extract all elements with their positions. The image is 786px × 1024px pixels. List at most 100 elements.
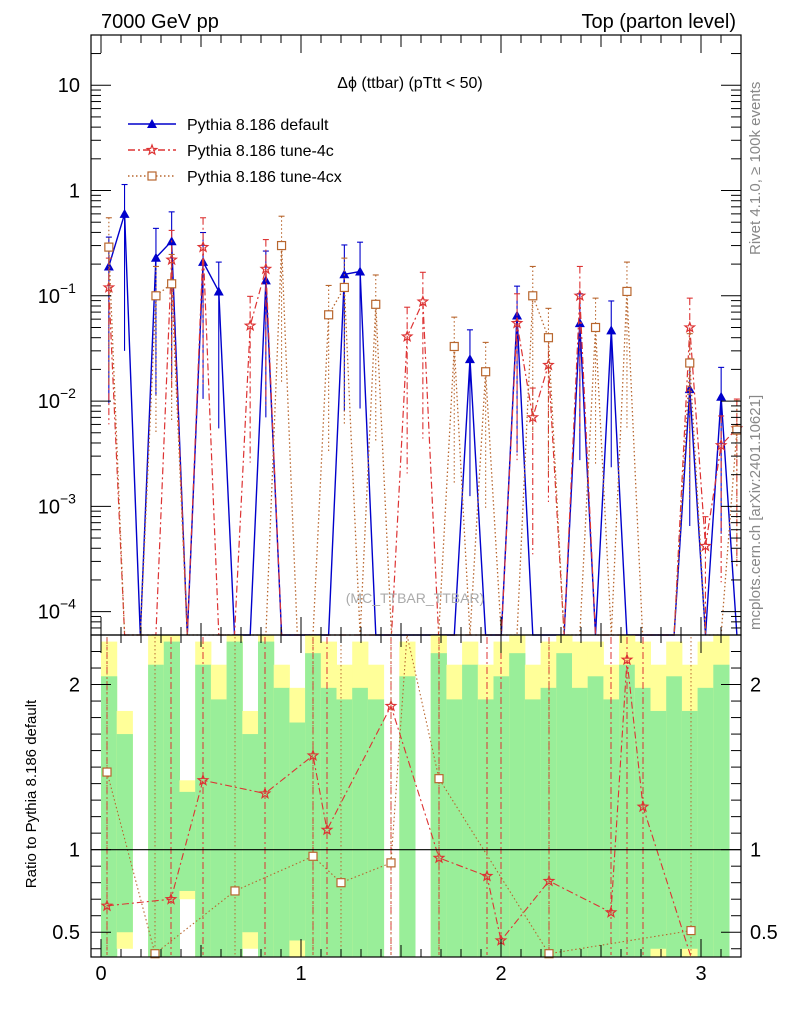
plot-title: Δϕ (ttbar) (pTtt < 50) xyxy=(337,75,482,92)
marker-star xyxy=(636,799,650,813)
marker-star xyxy=(573,289,587,302)
marker-square xyxy=(528,291,538,301)
ratio-tick-label-left: 1 xyxy=(69,840,80,862)
ratio-band-green xyxy=(509,653,526,957)
marker-star xyxy=(384,699,398,712)
ratio-band-green xyxy=(336,699,353,957)
marker-square xyxy=(339,282,349,293)
x-tick-label: 1 xyxy=(295,963,306,985)
ratio-band-green xyxy=(587,676,604,957)
y-tick-exponent: −1 xyxy=(60,280,76,296)
marker-square xyxy=(543,333,554,343)
marker-star xyxy=(604,905,618,918)
marker-square xyxy=(104,242,114,252)
marker-star xyxy=(683,320,697,333)
y-tick-exponent: −3 xyxy=(60,490,76,506)
marker-triangle xyxy=(147,119,157,128)
marker-square xyxy=(686,925,696,936)
marker-triangle xyxy=(213,286,224,296)
marker-star xyxy=(510,316,524,329)
marker-square xyxy=(544,949,554,959)
ratio-band-green xyxy=(556,653,573,957)
ratio-band-green xyxy=(320,687,337,957)
marker-star xyxy=(145,143,159,156)
legend-entry: Pythia 8.186 default xyxy=(128,117,329,134)
ratio-tick-label-left: 0.5 xyxy=(52,922,80,944)
marker-square xyxy=(386,858,396,868)
ratio-tick-label-right: 1 xyxy=(750,840,761,862)
marker-square xyxy=(622,286,632,297)
ratio-tick-label-right: 0.5 xyxy=(750,922,778,944)
y-tick-label: 10 xyxy=(38,496,60,518)
marker-star xyxy=(164,892,178,905)
marker-triangle xyxy=(339,269,350,279)
ratio-band-green xyxy=(462,664,479,957)
watermark: (MC_TTBAR_TTBAR) xyxy=(346,590,484,606)
marker-square xyxy=(276,240,287,251)
ratio-band-green xyxy=(681,710,699,949)
header-left: 7000 GeV pp xyxy=(101,11,219,33)
y-tick-exponent: −4 xyxy=(60,596,76,612)
rivet-label: Rivet 4.1.0, ≥ 100k events xyxy=(747,82,764,255)
ratio-line xyxy=(106,634,692,955)
marker-star xyxy=(480,869,494,882)
marker-square xyxy=(150,949,160,959)
marker-star xyxy=(432,851,446,864)
legend: Pythia 8.186 default Pythia 8.186 tune-4c… xyxy=(128,117,342,186)
marker-star xyxy=(196,240,210,253)
marker-star xyxy=(258,786,272,800)
ratio-band-green xyxy=(195,664,212,957)
ratio-band-green xyxy=(477,699,494,957)
marker-star xyxy=(320,823,334,836)
ratio-ylabel: Ratio to Pythia 8.186 default xyxy=(23,699,40,888)
y-tick-exponent: −2 xyxy=(60,385,76,401)
x-tick-label: 3 xyxy=(695,963,706,985)
marker-triangle xyxy=(150,252,161,262)
marker-triangle xyxy=(119,208,130,218)
ratio-band-green xyxy=(179,791,196,891)
marker-star xyxy=(400,329,414,342)
marker-star xyxy=(196,773,210,786)
marker-square xyxy=(324,310,334,320)
ratio-band-green xyxy=(210,699,228,957)
legend-label: Pythia 8.186 tune-4c xyxy=(187,143,334,160)
marker-star xyxy=(416,294,430,308)
ratio-tick-label-left: 2 xyxy=(69,675,80,697)
ratio-band-green xyxy=(258,641,275,957)
ratio-band-green xyxy=(101,676,118,957)
marker-triangle xyxy=(355,266,366,276)
mcplots-label: mcplots.cern.ch [arXiv:2401.10621] xyxy=(747,395,764,630)
ratio-band-green xyxy=(619,664,636,957)
marker-square xyxy=(147,171,157,181)
marker-square xyxy=(308,851,318,861)
ratio-band-green xyxy=(163,641,180,957)
ratio-band-green xyxy=(148,664,165,957)
ratio-band-green xyxy=(352,687,369,957)
marker-star xyxy=(100,899,114,912)
ratio-band-green xyxy=(650,710,667,949)
marker-square xyxy=(102,767,112,777)
y-tick-label: 10 xyxy=(38,391,60,413)
marker-star xyxy=(714,438,728,451)
marker-star xyxy=(542,358,555,371)
marker-star xyxy=(699,539,712,552)
marker-square xyxy=(371,299,381,309)
y-tick-label: 10 xyxy=(38,602,60,624)
marker-square xyxy=(481,367,491,377)
y-tick-label: 10 xyxy=(58,75,80,97)
marker-star xyxy=(243,319,257,332)
ratio-band-green xyxy=(116,734,133,933)
legend-entry: Pythia 8.186 tune-4cx xyxy=(128,169,342,186)
marker-triangle xyxy=(606,325,617,335)
legend-label: Pythia 8.186 tune-4cx xyxy=(187,169,342,186)
ratio-band-green xyxy=(367,699,385,957)
x-tick-label: 0 xyxy=(95,963,106,985)
ratio-band-green xyxy=(697,687,714,957)
ratio-band-green xyxy=(242,734,259,933)
legend-label: Pythia 8.186 default xyxy=(187,117,329,134)
ratio-band-green xyxy=(289,722,306,941)
marker-star xyxy=(620,653,634,666)
ratio-frame xyxy=(90,634,742,958)
